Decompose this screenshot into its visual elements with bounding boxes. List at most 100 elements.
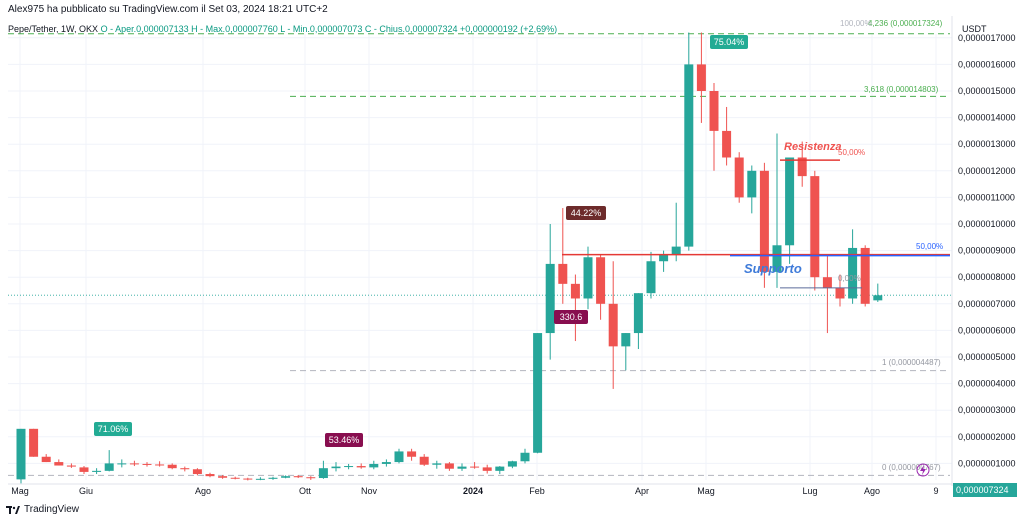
x-tick-label: 2024: [463, 486, 483, 496]
y-tick-label: 0,0000007000: [958, 299, 1016, 309]
candle-up: [873, 295, 883, 301]
candle-down: [407, 451, 417, 457]
candle-up: [432, 463, 442, 465]
symbol-name: Pepe/Tether, 1W, OKX: [8, 24, 99, 34]
y-tick-label: 0,0000013000: [958, 139, 1016, 149]
tradingview-brand: TradingView: [24, 504, 80, 515]
ohlc-values: O - Aper.0,000007133 H - Max.0,000007760…: [100, 24, 558, 34]
candle-down: [558, 263, 568, 284]
candle-up: [457, 466, 467, 469]
currency-label: USDT: [962, 24, 987, 34]
percent-badge-label: 75.04%: [714, 37, 745, 47]
candle-up: [344, 466, 354, 468]
candle-up: [646, 261, 656, 294]
candle-up: [533, 333, 543, 453]
symbol-ohlc-legend: Pepe/Tether, 1W, OKX O - Aper.0,00000713…: [8, 24, 557, 34]
candle-up: [117, 463, 127, 465]
y-tick-label: 0,0000001000: [958, 458, 1016, 468]
candle-down: [759, 170, 769, 272]
x-tick-label: Mag: [11, 486, 29, 496]
candle-down: [860, 247, 870, 304]
event-flash-bolt: [920, 465, 926, 475]
candle-up: [394, 451, 404, 463]
last-price-tag: [953, 482, 1017, 497]
tradingview-logo-icon: [6, 505, 20, 514]
percent-badge: [710, 35, 748, 49]
candle-down: [41, 456, 51, 463]
x-tick-label: Giu: [79, 486, 93, 496]
percent-badge: [94, 422, 132, 436]
candle-down: [356, 466, 366, 468]
candle-up: [268, 477, 278, 479]
y-tick-label: 0,0000004000: [958, 379, 1016, 389]
candle-down: [797, 157, 807, 177]
candle-down: [29, 428, 39, 457]
candle-down: [596, 257, 606, 304]
y-tick-label: 0,0000006000: [958, 325, 1016, 335]
candle-up: [848, 247, 858, 299]
event-flash-icon: [916, 463, 930, 477]
candle-up: [747, 170, 757, 198]
candle-down: [129, 463, 139, 465]
percent-badge: [566, 206, 606, 220]
candle-down: [722, 130, 732, 158]
candle-down: [444, 463, 454, 469]
candle-up: [545, 263, 555, 334]
candle-up: [318, 468, 328, 479]
candle-down: [192, 469, 202, 475]
x-tick-label: 9: [933, 486, 938, 496]
y-tick-label: 0,0000008000: [958, 272, 1016, 282]
x-tick-label: Nov: [361, 486, 378, 496]
x-tick-label: Ott: [299, 486, 312, 496]
percent-badge-label: 71.06%: [98, 424, 129, 434]
x-tick-label: Ago: [864, 486, 880, 496]
candle-down: [608, 303, 618, 347]
candle-up: [583, 257, 593, 299]
candle-down: [734, 157, 744, 198]
candle-up: [495, 466, 505, 471]
candle-down: [205, 474, 215, 477]
support-label: Supporto: [744, 261, 802, 276]
y-tick-label: 0,0000012000: [958, 166, 1016, 176]
y-tick-label: 0,0000010000: [958, 219, 1016, 229]
candle-up: [92, 470, 102, 472]
y-tick-label: 0,0000005000: [958, 352, 1016, 362]
candle-down: [810, 176, 820, 278]
candle-up: [684, 64, 694, 247]
candle-down: [66, 465, 76, 467]
fib-1-label: 1 (0,000004487): [882, 358, 941, 367]
y-tick-label: 0,0000015000: [958, 86, 1016, 96]
fib-4236-label: 4,236 (0,000017324): [868, 19, 943, 28]
candle-down: [180, 468, 190, 470]
fib-0-label: 0,00%: [838, 274, 861, 283]
candle-up: [281, 476, 291, 478]
candle-down: [243, 478, 253, 480]
x-tick-label: Feb: [529, 486, 545, 496]
percent-badge-label: 53.46%: [329, 435, 360, 445]
y-tick-label: 0,0000002000: [958, 432, 1016, 442]
x-tick-label: Mag: [697, 486, 715, 496]
percent-badge: [325, 433, 363, 447]
fib-100-label: 100,00%: [840, 19, 872, 28]
last-price-label: 0,000007324: [956, 485, 1009, 495]
fib-3618-label: 3,618 (0,000014803): [864, 85, 939, 94]
y-tick-label: 0,0000016000: [958, 59, 1016, 69]
candle-down: [419, 456, 429, 465]
x-tick-label: Apr: [635, 486, 649, 496]
candle-up: [369, 463, 379, 468]
percent-badge: [554, 310, 588, 324]
candle-down: [306, 477, 316, 479]
candle-up: [381, 462, 391, 464]
resistance-fib-50-label: 50,00%: [838, 148, 865, 157]
y-tick-label: 0,0000009000: [958, 246, 1016, 256]
candle-down: [482, 467, 492, 471]
x-tick-label: Lug: [802, 486, 817, 496]
candle-down: [79, 467, 89, 472]
y-tick-label: 0,0000011000: [958, 192, 1015, 202]
percent-badge-label: 330.6: [560, 312, 583, 322]
candle-up: [621, 333, 631, 347]
candle-down: [167, 464, 177, 469]
candle-down: [709, 91, 719, 131]
candle-up: [659, 254, 669, 262]
